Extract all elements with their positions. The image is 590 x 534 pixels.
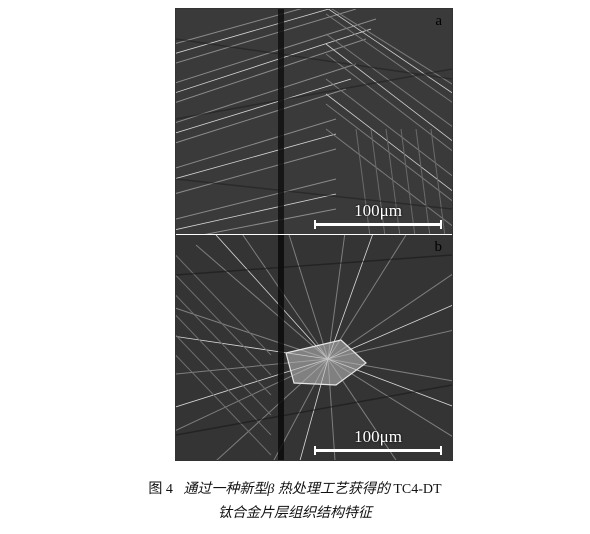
figure-number: 图 4 xyxy=(148,482,173,497)
scalebar-a: 100μm xyxy=(314,201,442,226)
caption-alloy: TC4-DT xyxy=(393,482,441,497)
scalebar-b-line xyxy=(314,449,442,452)
figure-stack: a 100μm xyxy=(175,8,453,461)
scalebar-a-line xyxy=(314,223,442,226)
figure-page: a 100μm xyxy=(0,0,590,534)
caption-line2: 钛合金片层组织结构特征 xyxy=(0,502,590,526)
scalebar-a-text: 100μm xyxy=(354,201,402,221)
figure-caption: 图 4 通过一种新型β 热处理工艺获得的 TC4-DT 钛合金片层组织结构特征 xyxy=(0,478,590,526)
caption-pre: 通过一种新型 xyxy=(183,482,267,497)
panel-label-a: a xyxy=(433,13,444,30)
micrograph-panel-a: a 100μm xyxy=(176,9,452,234)
caption-post: 热处理工艺获得的 xyxy=(274,482,393,497)
scalebar-b: 100μm xyxy=(314,427,442,452)
scalebar-b-text: 100μm xyxy=(354,427,402,447)
micrograph-panel-b: b 100μm xyxy=(176,234,452,460)
panel-label-b: b xyxy=(433,239,445,256)
